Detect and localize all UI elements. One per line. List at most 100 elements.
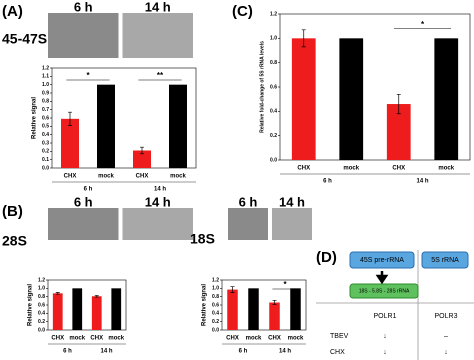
x-tick-label: mock [438,166,454,172]
y-axis-label: Relative signal [28,284,34,326]
x-tick-label: mock [288,336,304,342]
bar [169,84,187,168]
box [349,283,419,299]
bar [269,302,280,330]
y-tick-label: 0.2 [270,133,277,139]
error-bar [68,111,72,126]
bar [339,38,364,161]
y-axis-label: Relative signal [202,284,208,326]
y-tick-label: 0.6 [42,115,49,121]
y-tick-label: 0.6 [270,84,277,90]
cell: ↓ [383,333,387,340]
box-label: 45S pre-rRNA [360,257,404,264]
x-tick-label: mock [343,166,359,172]
x-tick-label: CHX [268,336,281,342]
x-tick-label: mock [246,336,262,342]
y-tick-label: 1.0 [270,36,277,42]
significance-label: * [283,280,287,289]
y-tick-label: 0.6 [38,302,45,308]
x-tick-label: CHX [226,336,239,342]
blot-image [122,208,193,240]
group-label: 14 h [100,349,112,355]
header: POLR1 [374,313,397,320]
blot-name: 45-47S [2,31,47,47]
error-bar [396,93,401,115]
x-tick-label: mock [98,174,114,180]
blot-name: 28S [2,233,27,249]
y-tick-label: 1.0 [42,82,49,88]
x-tick-label: CHX [64,174,77,180]
panel-label: (A) [2,3,23,20]
y-tick-label: 0.8 [212,294,219,300]
group-label: 14 h [416,179,428,185]
y-tick-label: 0.5 [42,124,49,130]
x-tick-label: CHX [90,336,103,342]
error-bar [272,300,277,305]
error-bar [140,146,144,155]
y-axis-label: Relative signal [32,97,38,139]
bar [72,288,83,330]
x-tick-label: CHX [136,174,149,180]
bar [61,118,79,168]
error-bar [230,286,235,293]
y-tick-label: 0.0 [38,327,45,333]
y-tick-label: 1.0 [38,286,45,292]
y-tick-label: 1.2 [270,11,277,17]
y-tick-label: 0.4 [42,132,49,138]
cell: – [444,333,448,340]
blot-image [122,13,193,58]
bar [248,288,259,330]
row-label: CHX [330,349,345,356]
blot-image [272,208,312,240]
group-label: 6 h [63,349,72,355]
panel-label: (C) [232,3,253,20]
y-tick-label: 0.7 [42,107,49,113]
cell: ↓ [383,349,387,356]
significance-label: ** [157,71,164,80]
y-tick-label: 0.0 [42,165,49,171]
y-axis-label: Relative fold-change of 5S rRNA levels [259,41,265,133]
blot-label: 14 h [145,194,171,209]
group-label: 6 h [323,179,332,185]
error-bar [55,292,60,295]
group-label: 6 h [84,187,93,193]
y-tick-label: 0.8 [38,294,45,300]
blot-label: 6 h [239,194,258,209]
y-tick-label: 1.2 [42,65,49,71]
bar [290,288,301,330]
blot-image [228,208,268,240]
significance-label: * [421,20,425,29]
y-tick-label: 0.2 [38,319,45,325]
blot-name: 18S [190,231,215,247]
group-label: 14 h [154,187,166,193]
blot-image [48,13,119,58]
blot-image [48,208,119,240]
box-label: 18S - 5.8S - 28S rRNA [359,288,410,294]
y-tick-label: 0.9 [42,90,49,96]
error-bar [94,295,99,298]
bar [227,289,238,330]
panel-label: (B) [2,203,23,220]
y-tick-label: 0.6 [212,302,219,308]
box [421,251,469,269]
y-tick-label: 1.2 [38,277,45,283]
bar [291,38,316,161]
bar [97,84,115,168]
y-tick-label: 0.3 [42,140,49,146]
x-tick-label: mock [69,336,85,342]
y-tick-label: 1.1 [42,74,49,80]
group-label: 6 h [239,349,248,355]
error-bar [301,29,306,48]
y-tick-label: 1.2 [212,277,219,283]
y-tick-label: 0.8 [42,99,49,105]
box [349,251,415,269]
y-tick-label: 0.2 [42,149,49,155]
bar [91,296,102,330]
y-tick-label: 1.0 [212,286,219,292]
significance-label: * [86,71,90,80]
cell: ↓ [444,349,448,356]
y-tick-label: 0.1 [42,157,49,163]
x-tick-label: CHX [51,336,64,342]
y-tick-label: 0.0 [270,157,277,163]
y-tick-label: 0.4 [270,109,277,115]
